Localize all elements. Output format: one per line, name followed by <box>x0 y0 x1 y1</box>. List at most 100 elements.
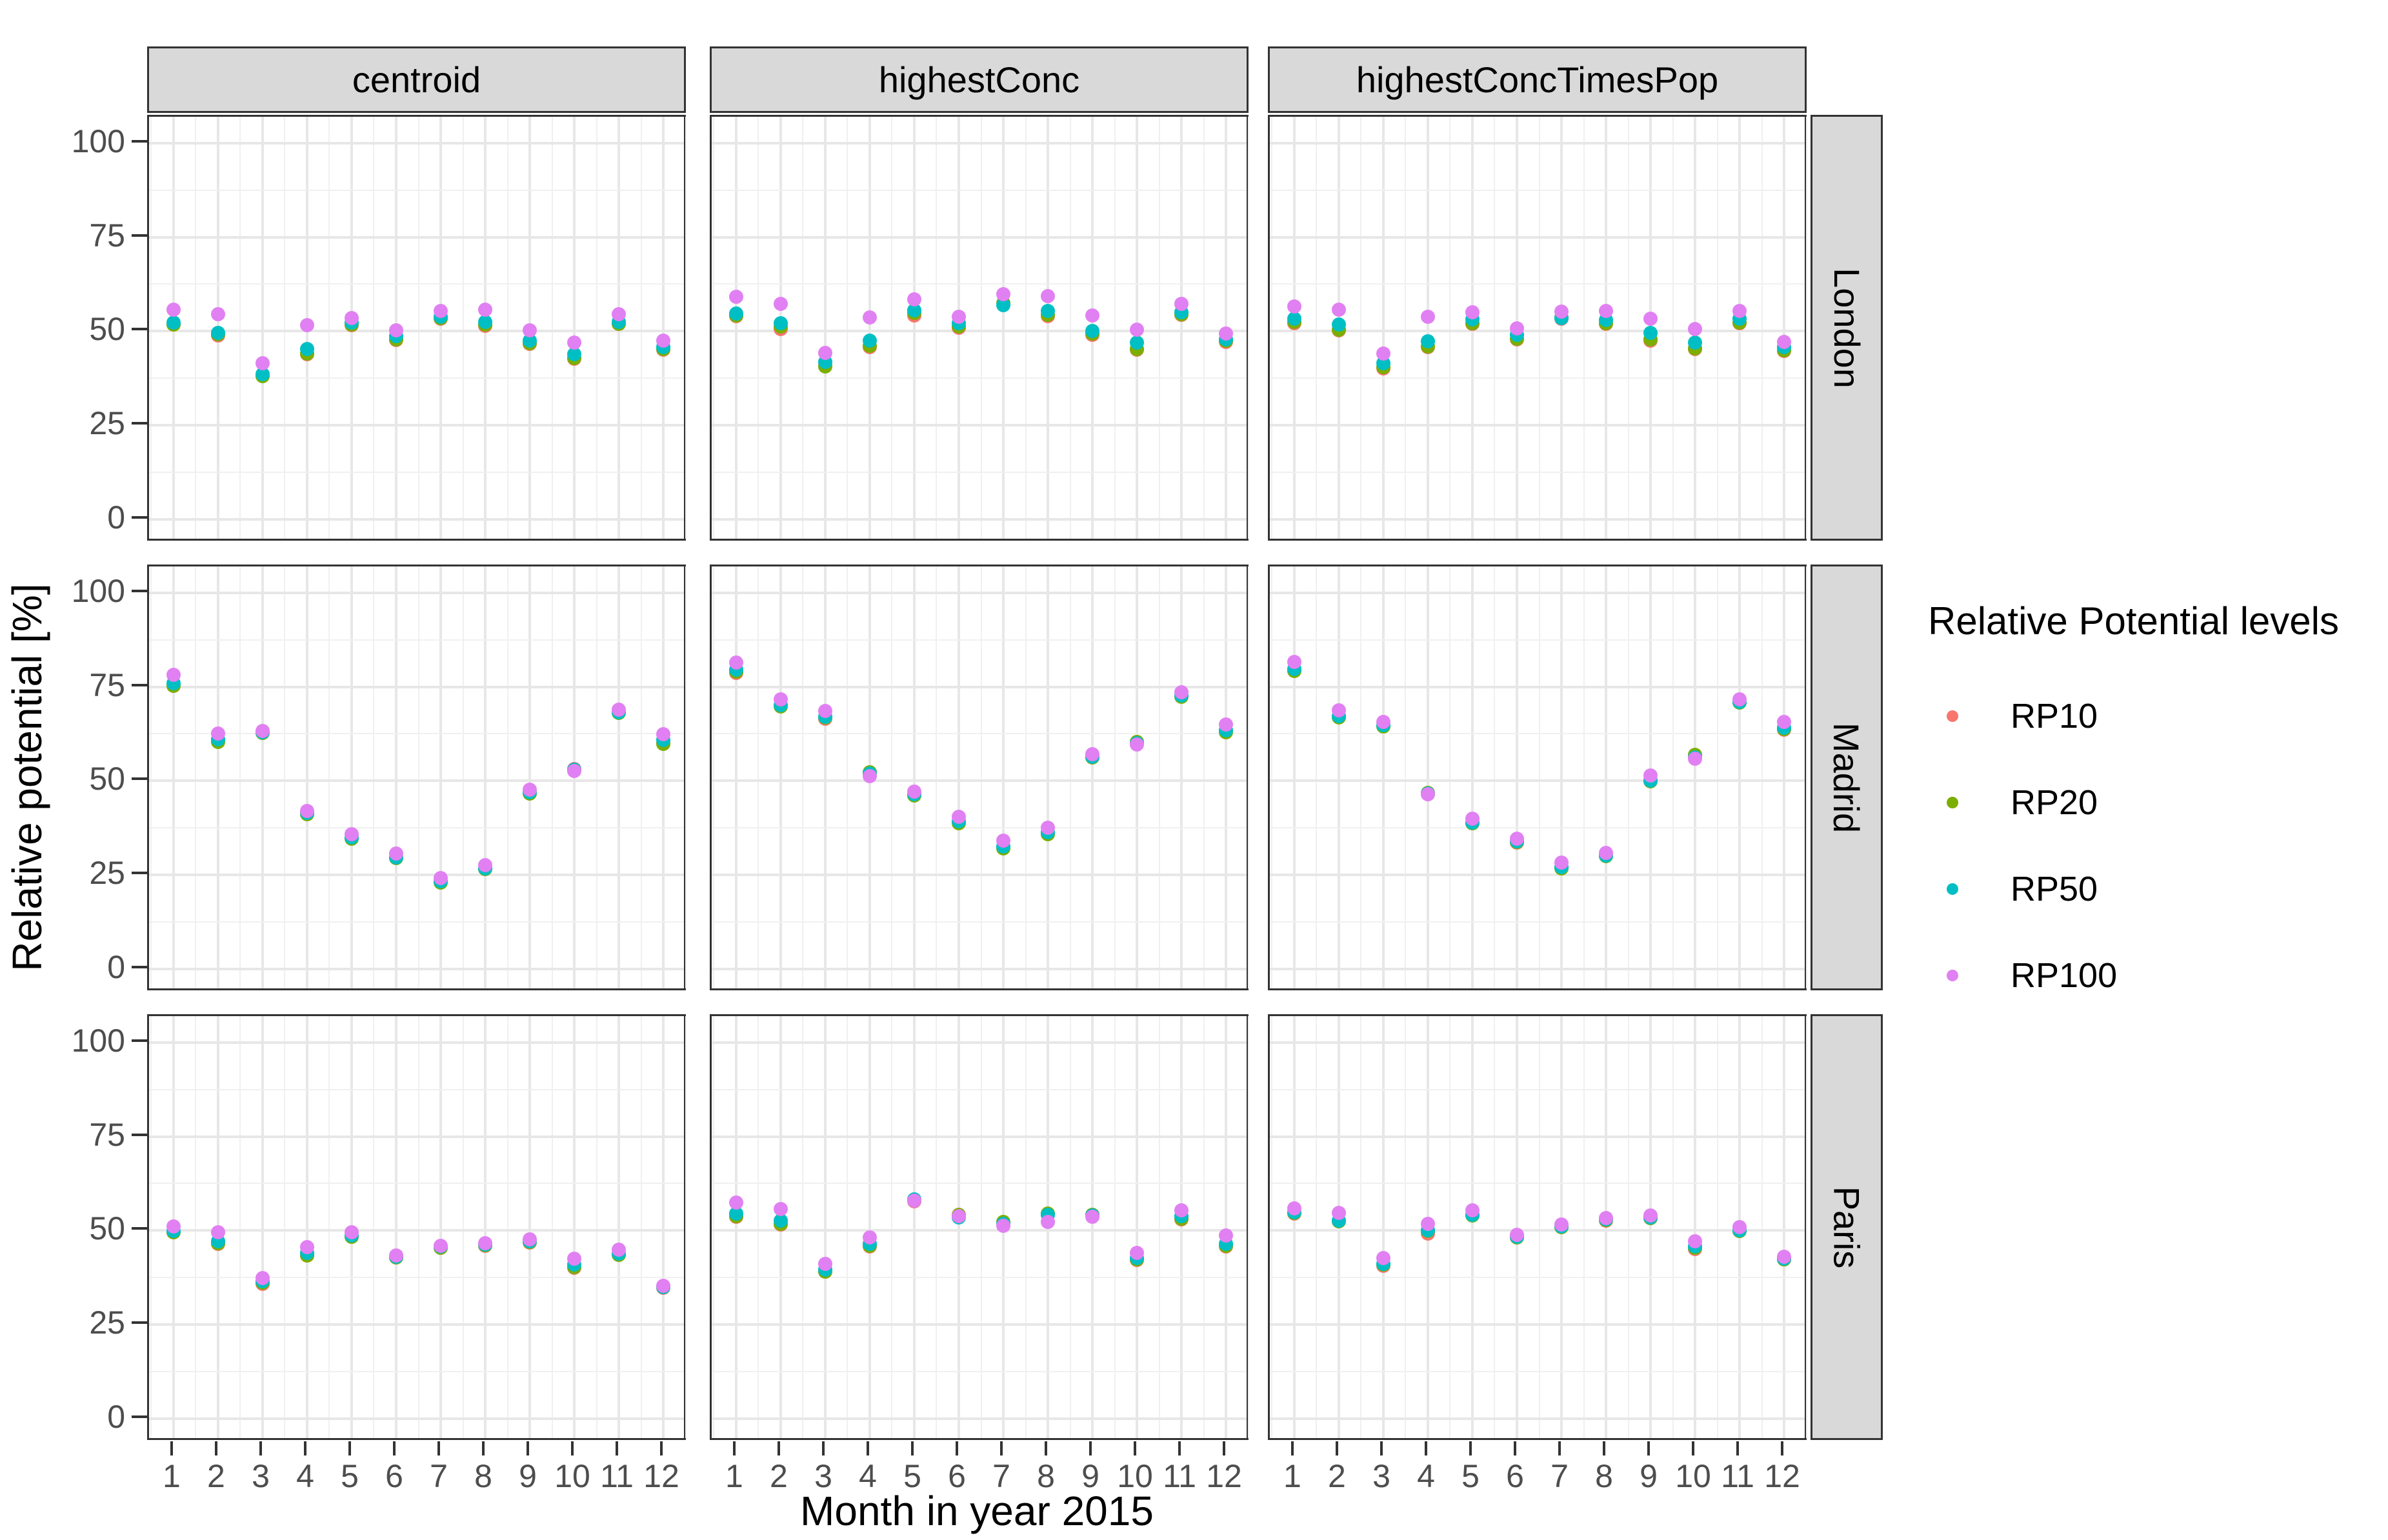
gridline-h-major <box>149 235 684 239</box>
gridline-h-minor <box>712 733 1247 735</box>
gridline-v-major <box>439 1016 442 1438</box>
gridline-h-minor <box>1270 283 1805 285</box>
data-point-RP50 <box>255 367 270 382</box>
gridline-v-minor <box>1761 1016 1763 1438</box>
gridline-h-minor <box>1270 1088 1805 1090</box>
gridline-v-major <box>734 117 737 539</box>
data-point-RP50 <box>1085 324 1100 339</box>
gridline-h-major <box>712 967 1247 970</box>
gridline-v-minor <box>1114 117 1116 539</box>
gridline-v-major <box>734 1016 737 1438</box>
y-axis-tick <box>132 1039 147 1042</box>
x-axis-tick <box>392 1441 396 1455</box>
data-point-RP100 <box>1643 311 1658 326</box>
data-point-RP100 <box>1732 1220 1747 1235</box>
data-point-RP50 <box>728 1206 743 1221</box>
gridline-h-major <box>712 591 1247 594</box>
x-axis-tick-label: 11 <box>600 1458 634 1494</box>
data-point-RP100 <box>1041 1214 1055 1229</box>
gridline-v-minor <box>1405 117 1407 539</box>
data-point-RP100 <box>1041 289 1055 304</box>
x-axis-tick <box>616 1441 619 1455</box>
panel-Paris-highestConcTimesPop <box>1268 1014 1807 1440</box>
gridline-h-major <box>149 1417 684 1420</box>
gridline-v-minor <box>936 117 938 539</box>
gridline-h-major <box>712 517 1247 521</box>
data-point-RP50 <box>773 1213 788 1228</box>
gridline-h-minor <box>149 733 684 735</box>
data-point-RP100 <box>210 726 225 741</box>
data-point-RP100 <box>567 1252 582 1266</box>
gridline-v-major <box>779 566 782 988</box>
facet-column-strip-centroid: centroid <box>147 46 686 113</box>
gridline-h-major <box>149 685 684 688</box>
x-axis-tick-label: 1 <box>163 1458 181 1494</box>
gridline-v-minor <box>685 117 687 539</box>
gridline-v-minor <box>980 1016 982 1438</box>
data-point-RP100 <box>1688 1234 1703 1248</box>
x-axis-tick <box>1603 1441 1605 1455</box>
gridline-h-minor <box>1270 189 1805 191</box>
facet-column-strip-highestConcTimesPop: highestConcTimesPop <box>1268 46 1807 113</box>
gridline-h-minor <box>1270 733 1805 735</box>
gridline-v-minor <box>713 117 715 539</box>
x-axis-tick <box>348 1441 351 1455</box>
x-axis-tick <box>1424 1441 1427 1455</box>
data-point-RP50 <box>299 342 314 357</box>
data-point-RP100 <box>1420 787 1435 802</box>
gridline-v-major <box>1292 1016 1296 1438</box>
x-axis-tick <box>1469 1441 1472 1455</box>
gridline-v-minor <box>1069 1016 1071 1438</box>
data-point-RP100 <box>210 1225 225 1240</box>
gridline-h-minor <box>149 921 684 923</box>
gridline-h-minor <box>1270 827 1805 829</box>
gridline-v-major <box>912 117 916 539</box>
gridline-v-minor <box>980 566 982 988</box>
data-point-RP100 <box>478 1235 492 1250</box>
gridline-v-major <box>617 566 621 988</box>
gridline-v-minor <box>1203 566 1205 988</box>
gridline-v-major <box>1470 566 1474 988</box>
gridline-v-minor <box>1360 117 1362 539</box>
data-point-RP100 <box>1331 1205 1346 1220</box>
gridline-v-minor <box>1069 117 1071 539</box>
x-axis-tick <box>1089 1441 1092 1455</box>
data-point-RP100 <box>1688 322 1703 337</box>
data-point-RP100 <box>612 703 627 717</box>
y-axis-tick <box>132 1227 147 1230</box>
gridline-v-minor <box>239 117 241 539</box>
data-point-RP100 <box>1219 717 1234 732</box>
data-point-RP100 <box>612 306 627 321</box>
gridline-v-major <box>573 117 576 539</box>
gridline-v-minor <box>195 566 197 988</box>
data-point-RP100 <box>523 783 537 797</box>
gridline-h-minor <box>149 471 684 473</box>
facet-row-strip-label: London <box>1826 267 1867 388</box>
gridline-h-major <box>149 1041 684 1044</box>
gridline-v-major <box>912 566 916 988</box>
data-point-RP100 <box>728 655 743 670</box>
data-point-RP50 <box>862 334 877 348</box>
data-point-RP100 <box>728 290 743 305</box>
x-axis-tick <box>214 1441 217 1455</box>
data-point-RP50 <box>1420 334 1435 349</box>
data-point-RP100 <box>818 345 832 360</box>
data-point-RP100 <box>1174 685 1189 699</box>
x-axis-tick <box>527 1441 530 1455</box>
gridline-v-minor <box>373 117 375 539</box>
x-axis-tick-label: 4 <box>296 1458 314 1494</box>
gridline-v-major <box>1002 117 1005 539</box>
data-point-RP100 <box>773 1202 788 1217</box>
gridline-v-minor <box>596 1016 597 1438</box>
x-axis-tick-label: 11 <box>1721 1458 1754 1494</box>
gridline-v-major <box>573 1016 576 1438</box>
data-point-RP100 <box>255 1270 270 1285</box>
gridline-v-major <box>350 566 353 988</box>
data-point-RP100 <box>1174 1203 1189 1217</box>
data-point-RP100 <box>728 1195 743 1210</box>
gridline-h-minor <box>712 1370 1247 1372</box>
x-axis-tick <box>1781 1441 1784 1455</box>
x-axis-tick <box>1647 1441 1651 1455</box>
y-axis-tick <box>132 1133 147 1136</box>
x-axis-tick <box>1692 1441 1695 1455</box>
